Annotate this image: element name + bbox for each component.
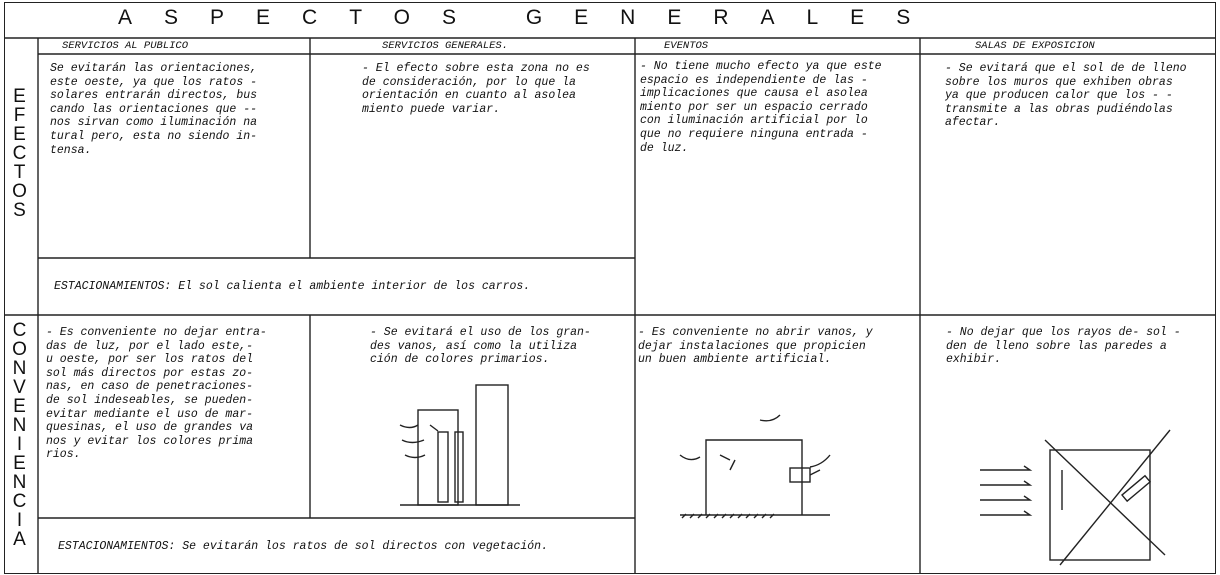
cell-line: transmite a las obras pudiéndolas <box>945 102 1173 116</box>
cell-line: evitar mediante el uso de mar- <box>46 407 254 421</box>
cell-line: - Se evitará el uso de los gran- <box>370 326 591 339</box>
cell-line: nos sirvan como iluminación na <box>50 116 258 130</box>
cell-line: Se evitarán las orientaciones, <box>50 62 258 75</box>
cell-line: de consideración, por lo que la <box>362 75 576 89</box>
cell-line: dejar instalaciones que propicien <box>638 339 866 353</box>
cell-line: - Es conveniente no abrir vanos, y <box>638 326 873 339</box>
cell-line: espacio es independiente de las - <box>640 73 868 87</box>
cell-line: sobre los muros que exhiben obras <box>945 75 1173 89</box>
cell-line: ción de colores primarios. <box>370 353 550 367</box>
cell-line: des vanos, así como la utiliza <box>370 339 578 353</box>
sketch-box <box>679 414 831 519</box>
cell-line: den de lleno sobre las paredes a <box>946 339 1167 353</box>
cell-line: tensa. <box>50 143 92 157</box>
cell-line: - No tiene mucho efecto ya que este <box>640 60 882 73</box>
cell-line: cando las orientaciones que -- <box>50 102 258 116</box>
column-header: SERVICIOS AL PUBLICO <box>62 40 189 52</box>
cell-line: sol más directos por estas zo- <box>46 366 254 380</box>
cell-line: solares entrarán directos, bus <box>50 89 258 103</box>
cell-line: nas, en caso de penetraciones- <box>46 380 254 394</box>
sketch-rays <box>980 429 1171 566</box>
column-header: SERVICIOS GENERALES. <box>382 40 509 52</box>
column-header: EVENTOS <box>664 40 709 52</box>
cell-line: un buen ambiente artificial. <box>638 353 832 367</box>
cell-line: das de luz, por el lado este,- <box>46 339 254 353</box>
cell-line: u oeste, por ser los ratos del <box>46 353 254 367</box>
table-frame <box>4 2 1216 574</box>
row-label: EFECTOS <box>9 86 30 219</box>
cell-line: implicaciones que causa el asolea <box>640 87 868 101</box>
cell-line: ya que producen calor que los - - <box>945 89 1173 103</box>
cell-line: con iluminación artificial por lo <box>640 114 868 128</box>
cell-line: que no requiere ninguna entrada - <box>640 128 868 141</box>
cell-line: de sol indeseables, se pueden- <box>46 394 254 407</box>
cell-line: afectar. <box>945 116 1001 130</box>
cell-line: exhibir. <box>946 353 1002 367</box>
row-label: CONVENIENCIA <box>9 320 30 548</box>
cell-line: nos y evitar los colores prima <box>46 434 254 448</box>
cell-line: miento por ser un espacio cerrado <box>640 100 868 114</box>
cell-line: quesinas, el uso de grandes va <box>46 421 254 435</box>
parking-note: ESTACIONAMIENTOS: El sol calienta el amb… <box>54 280 531 293</box>
cell-line: este oeste, ya que los ratos - <box>50 75 258 89</box>
parking-note: ESTACIONAMIENTOS: Se evitarán los ratos … <box>58 540 548 553</box>
cell-line: miento puede variar. <box>362 102 501 116</box>
title: ASPECTOS GENERALES <box>118 6 943 29</box>
cell-line: - El efecto sobre esta zona no es <box>362 62 590 75</box>
cell-line: - Es conveniente no dejar entra- <box>46 326 267 339</box>
cell-line: tural pero, esta no siendo in- <box>50 130 258 143</box>
cell-line: - Se evitará que el sol de de lleno <box>945 62 1187 75</box>
cell-line: orientación en cuanto al asolea <box>362 89 576 103</box>
sketch-buildings <box>399 384 520 506</box>
cell-line: rios. <box>46 448 81 462</box>
cell-line: - No dejar que los rayos de- sol - <box>946 326 1181 339</box>
column-header: SALAS DE EXPOSICION <box>975 40 1095 52</box>
cell-line: de luz. <box>640 141 689 155</box>
